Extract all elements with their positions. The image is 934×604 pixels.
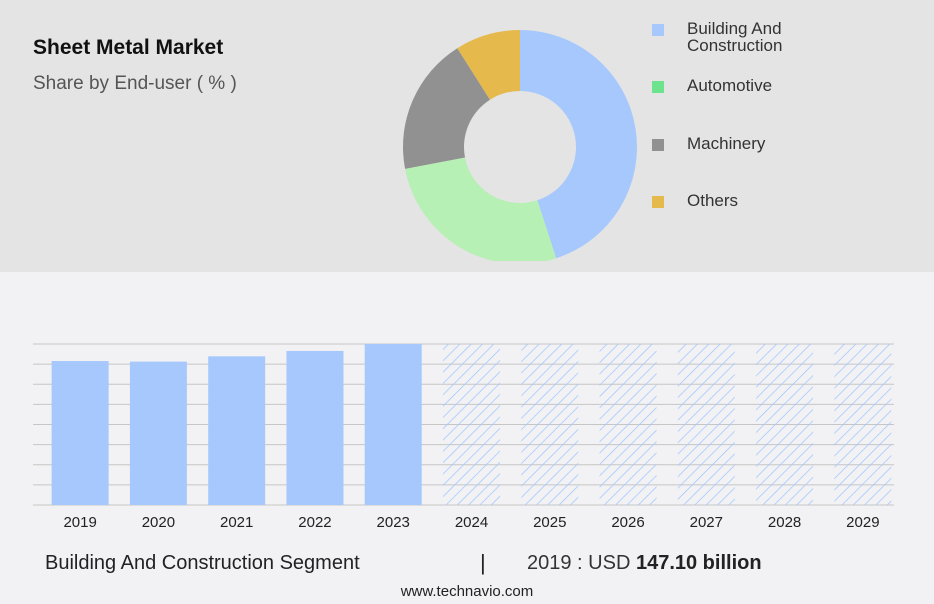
x-tick-label-2022: 2022 (298, 514, 331, 531)
source-link[interactable]: www.technavio.com (400, 583, 534, 600)
x-tick-label-2026: 2026 (611, 514, 644, 531)
legend-item-automotive: Automotive (652, 77, 817, 94)
donut-slice-automotive (405, 157, 557, 261)
legend-label-building: Building And Construction (687, 19, 783, 55)
legend-label-machinery: Machinery (687, 134, 766, 153)
legend-swatch-building (652, 24, 664, 36)
bar-2028 (756, 344, 814, 505)
chart-title: Sheet Metal Market (33, 36, 224, 59)
bar-2024 (443, 344, 500, 505)
x-tick-label-2025: 2025 (533, 514, 566, 531)
bar-2025 (521, 344, 579, 505)
x-tick-label-2028: 2028 (768, 514, 801, 531)
legend-swatch-automotive (652, 81, 664, 93)
x-tick-label-2019: 2019 (63, 514, 96, 531)
bar-2029 (834, 344, 892, 505)
x-tick-label-2021: 2021 (220, 514, 253, 531)
x-tick-label-2029: 2029 (846, 514, 879, 531)
donut-slice-machinery (403, 48, 490, 169)
legend-label-others: Others (687, 191, 739, 210)
legend-item-others: Others (652, 192, 817, 209)
x-tick-label-2020: 2020 (142, 514, 175, 531)
footer-value: 2019 : USD 147.10 billion (527, 552, 762, 575)
bar-2022 (286, 350, 344, 505)
bar-2021 (208, 356, 266, 505)
bar-chart: 2019 2020 2021 2022 2023 2024 2025 2026 2027 2028… (33, 343, 894, 531)
chart-subtitle: Share by End-user ( % ) (33, 73, 237, 94)
bar-2027 (677, 344, 735, 505)
legend-swatch-others (652, 196, 664, 208)
donut-slice-others (457, 30, 520, 100)
footer-separator: | (480, 550, 486, 575)
bar-2020 (129, 361, 187, 505)
donut-slice-building (520, 30, 638, 259)
legend-item-building: Building And Construction (652, 20, 817, 54)
footer-value-amount: 147.10 billion (635, 552, 762, 574)
legend-label-automotive: Automotive (687, 76, 773, 95)
x-tick-label-2024: 2024 (455, 514, 488, 531)
legend-item-machinery: Machinery (652, 135, 817, 152)
donut-chart (403, 30, 638, 261)
x-tick-label-2027: 2027 (690, 514, 723, 531)
legend-swatch-machinery (652, 139, 664, 151)
bar-2023 (364, 344, 422, 505)
bar-2019 (51, 361, 109, 505)
footer-segment-label: Building And Construction Segment (45, 552, 360, 574)
footer-value-prefix: 2019 : USD (527, 552, 631, 574)
bar-2026 (599, 344, 657, 505)
x-tick-label-2023: 2023 (377, 514, 410, 531)
